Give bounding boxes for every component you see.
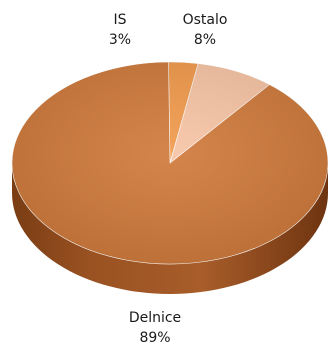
pie-labels: IS 3% Ostalo 8% Delnice 89%: [109, 12, 228, 346]
slice-value-label-delnice: 89%: [139, 330, 170, 346]
pie-depth: [12, 163, 328, 294]
slice-value-label-is: 3%: [109, 32, 131, 48]
pie-top-shading: [12, 62, 328, 264]
pie-side: [12, 163, 328, 294]
slice-label-is: IS: [113, 12, 126, 28]
slice-value-label-ostalo: 8%: [194, 32, 216, 48]
pie-slices: [11, 61, 329, 265]
slice-label-delnice: Delnice: [129, 310, 181, 326]
slice-label-ostalo: Ostalo: [183, 12, 228, 28]
